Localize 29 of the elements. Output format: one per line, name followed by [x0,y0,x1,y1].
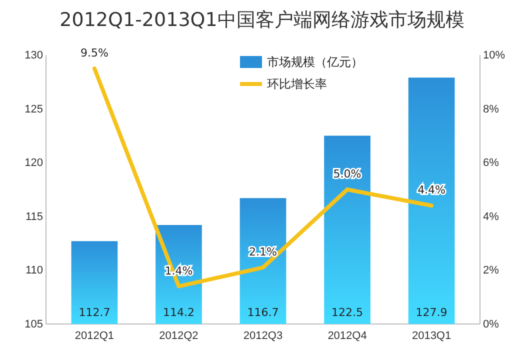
x-tick-label: 2012Q3 [243,330,283,342]
y2-tick-label: 10% [483,50,506,62]
y-tick-label: 130 [24,50,43,62]
data-label: 2.1% [249,246,277,259]
data-label: 112.7 [78,306,110,319]
data-label: 127.9 [416,306,448,319]
y2-tick-label: 4% [483,210,500,223]
y2-tick-label: 8% [483,103,500,116]
y-tick-label: 125 [24,103,43,116]
y-tick-label: 115 [25,210,43,223]
y2-tick-label: 2% [483,264,500,277]
chart-title: 2012Q1-2013Q1中国客户端网络游戏市场规模 [60,9,464,31]
y2-tick-label: 6% [483,157,500,170]
x-tick-label: 2012Q2 [159,330,198,342]
y2-tick-label: 0% [483,318,500,331]
legend-label: 市场规模（亿元） [267,55,363,69]
y-tick-label: 105 [24,318,43,331]
data-label: 116.7 [247,306,279,319]
data-label: 122.5 [332,306,364,319]
x-tick-label: 2012Q1 [74,330,114,342]
legend-label: 环比增长率 [267,77,327,91]
y-tick-label: 120 [24,157,43,170]
data-label: 4.4% [418,184,446,197]
data-label: 5.0% [333,168,362,180]
data-label: 114.2 [162,306,194,319]
y-tick-label: 110 [25,264,43,277]
x-tick-label: 2013Q1 [412,330,452,342]
data-label: 9.5% [80,46,108,60]
x-tick-label: 2012Q4 [328,330,367,342]
